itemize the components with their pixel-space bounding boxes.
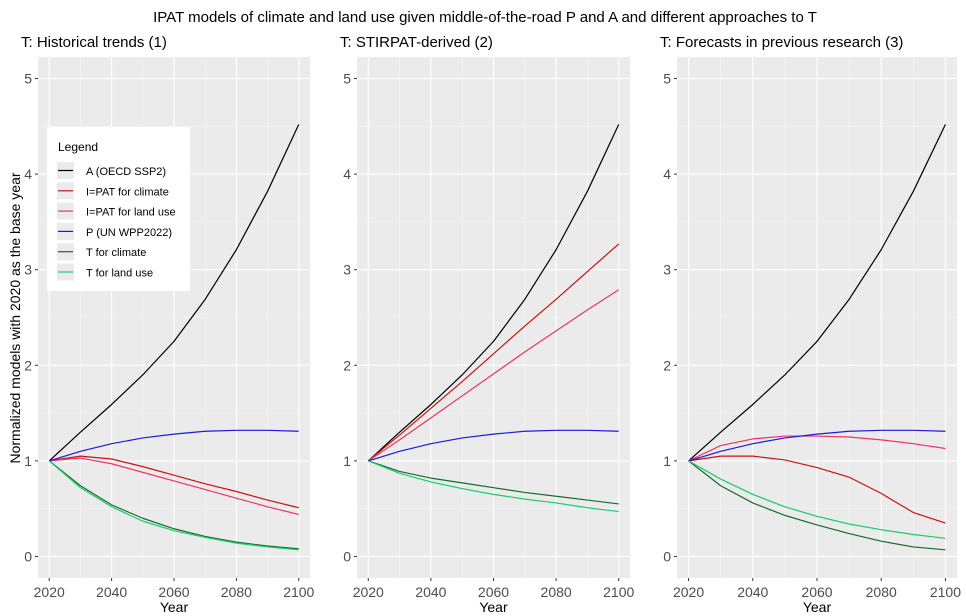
series-line-t-for-climate (688, 460, 946, 551)
x-tick-label: 2020 (673, 584, 704, 600)
legend-label: I=PAT for climate (86, 186, 169, 198)
x-axis-title: Year (160, 599, 189, 615)
y-tick-label: 2 (663, 357, 671, 373)
y-tick-label: 4 (24, 166, 32, 182)
x-tick-label: 2100 (930, 584, 961, 600)
y-tick-label: 4 (343, 166, 351, 182)
x-tick-label: 2080 (866, 584, 897, 600)
y-tick-label: 4 (663, 166, 671, 182)
y-axis-title: Normalized models with 2020 as the base … (7, 172, 23, 463)
legend-items: A (OECD SSP2) I=PAT for climate I=PAT for … (57, 162, 176, 281)
figure-title: IPAT models of climate and land use give… (153, 9, 817, 26)
y-tick-label: 5 (343, 71, 351, 87)
panel-2: 0 1 2 3 4 5 2020 2040 2060 2080 2100 T: STIRPAT-der… (340, 34, 635, 615)
series-line-p-un-wpp2022 (49, 429, 299, 462)
y-tick-label: 0 (24, 548, 32, 564)
series-line-i-pat-for-climate (367, 243, 620, 462)
series-line-i-pat-for-climate (688, 455, 946, 524)
y-tick-label: 0 (343, 548, 351, 564)
series-line-t-for-land-use (368, 460, 619, 513)
series-line-t-for-land-use (48, 460, 299, 551)
x-tick-label: 2080 (221, 584, 252, 600)
legend-label: T for land use (86, 268, 153, 280)
series-line-p-un-wpp2022 (368, 429, 619, 462)
series-line-a-oecd-ssp2 (367, 124, 620, 462)
legend-label: A (OECD SSP2) (86, 166, 166, 178)
y-tick-label: 3 (663, 262, 671, 278)
y-tick-label: 1 (24, 453, 32, 469)
panel-3: 0 1 2 3 4 5 2020 2040 2060 2080 2100 T: Forecasts i… (660, 34, 961, 615)
y-tick-label: 5 (663, 71, 671, 87)
y-tick-label: 5 (24, 71, 32, 87)
series-line-t-for-climate (368, 460, 619, 505)
x-tick-label: 2100 (603, 584, 634, 600)
x-tick-label: 2020 (34, 584, 65, 600)
series-line-t-for-land-use (688, 460, 946, 539)
series-line-a-oecd-ssp2 (48, 124, 300, 462)
series-line-t-for-climate (48, 460, 299, 550)
x-tick-label: 2080 (541, 584, 572, 600)
legend-item-p-un-wpp2022: P (UN WPP2022) (57, 222, 172, 240)
series-line-i-pat-for-land-use (367, 289, 620, 462)
y-tick-label: 3 (24, 262, 32, 278)
x-axis-title: Year (479, 599, 508, 615)
legend-item-a-oecd-ssp2: A (OECD SSP2) (57, 162, 166, 179)
legend-label: I=PAT for land use (86, 207, 176, 219)
panel-title: T: Forecasts in previous research (3) (660, 34, 903, 51)
legend-label: P (UN WPP2022) (86, 227, 172, 239)
x-tick-label: 2060 (801, 584, 832, 600)
y-tick-label: 2 (343, 357, 351, 373)
series-line-p-un-wpp2022 (688, 429, 946, 462)
series-line-i-pat-for-land-use (688, 435, 946, 462)
y-tick-label: 0 (663, 548, 671, 564)
y-tick-label: 3 (343, 262, 351, 278)
y-tick-label: 2 (24, 357, 32, 373)
x-axis-title: Year (803, 599, 832, 615)
legend-item-i-pat-for-climate: I=PAT for climate (57, 182, 169, 200)
series-line-i-pat-for-land-use (49, 457, 299, 516)
x-tick-label: 2060 (158, 584, 189, 600)
legend-item-t-for-land-use: T for land use (57, 263, 153, 281)
legend: Legend A (OECD SSP2) I=PAT for climate I=P… (47, 127, 190, 291)
legend-item-i-pat-for-land-use: I=PAT for land use (57, 202, 176, 220)
series-line-a-oecd-ssp2 (688, 124, 946, 462)
legend-label: T for climate (86, 247, 146, 259)
legend-item-t-for-climate: T for climate (57, 243, 146, 261)
x-tick-label: 2060 (478, 584, 509, 600)
legend-title: Legend (58, 140, 98, 154)
x-tick-label: 2040 (737, 584, 768, 600)
y-tick-label: 1 (343, 453, 351, 469)
x-tick-label: 2020 (353, 584, 384, 600)
y-tick-label: 1 (663, 453, 671, 469)
panel-title: T: Historical trends (1) (21, 34, 167, 51)
panel-title: T: STIRPAT-derived (2) (340, 34, 493, 51)
x-tick-label: 2040 (96, 584, 127, 600)
panel-1: 0 1 2 3 4 5 2020 2040 2060 2080 2100 T: Historical … (21, 34, 315, 615)
x-tick-label: 2040 (415, 584, 446, 600)
x-tick-label: 2100 (283, 584, 314, 600)
series-line-i-pat-for-climate (49, 455, 299, 509)
